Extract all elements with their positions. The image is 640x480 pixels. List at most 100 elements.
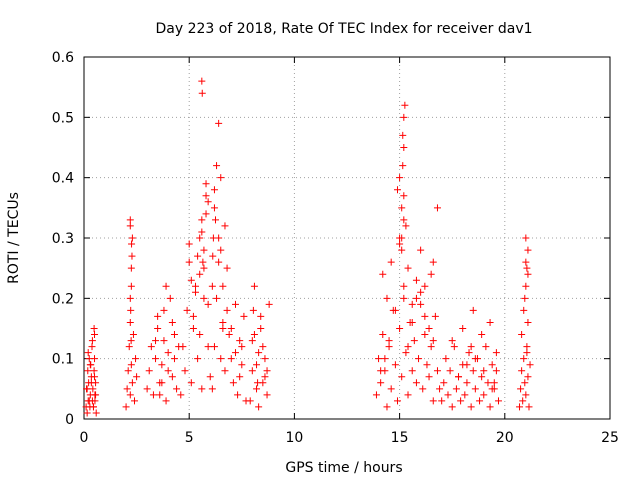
data-point xyxy=(404,343,412,351)
data-point xyxy=(234,391,242,399)
data-point xyxy=(133,373,141,381)
data-point xyxy=(88,337,96,345)
data-point xyxy=(398,204,406,212)
data-point xyxy=(385,343,393,351)
data-point xyxy=(91,355,99,363)
data-point xyxy=(261,355,269,363)
data-point xyxy=(518,331,526,339)
data-point xyxy=(402,222,410,230)
data-point xyxy=(185,258,193,266)
chart-title: Day 223 of 2018, Rate Of TEC Index for r… xyxy=(155,21,532,37)
data-point xyxy=(255,403,263,411)
data-point xyxy=(412,379,420,387)
data-point xyxy=(463,379,471,387)
data-point xyxy=(183,306,191,314)
data-point xyxy=(429,337,437,345)
data-point xyxy=(398,373,406,381)
data-point xyxy=(162,282,170,290)
data-point xyxy=(490,379,498,387)
y-tick-label: 0.4 xyxy=(52,171,74,187)
data-point xyxy=(198,216,206,224)
data-point xyxy=(381,355,389,363)
data-point xyxy=(91,373,99,381)
data-point xyxy=(404,264,412,272)
data-point xyxy=(189,312,197,320)
data-point xyxy=(488,361,496,369)
data-point xyxy=(91,397,99,405)
data-point xyxy=(128,252,136,260)
data-point xyxy=(412,276,420,284)
data-point xyxy=(482,343,490,351)
data-point xyxy=(127,264,135,272)
data-point xyxy=(170,331,178,339)
data-point xyxy=(517,385,525,393)
data-point xyxy=(246,397,254,405)
data-point xyxy=(204,300,212,308)
data-point xyxy=(400,113,408,121)
data-point xyxy=(154,312,162,320)
data-point xyxy=(452,385,460,393)
data-point xyxy=(385,337,393,345)
data-point xyxy=(132,355,140,363)
data-point xyxy=(421,282,429,290)
data-point xyxy=(127,282,135,290)
data-point xyxy=(484,379,492,387)
data-point xyxy=(523,343,531,351)
x-tick-label: 20 xyxy=(496,430,514,446)
data-point xyxy=(221,222,229,230)
data-point xyxy=(92,391,100,399)
data-point xyxy=(202,210,210,218)
data-point xyxy=(467,343,475,351)
data-point xyxy=(187,379,195,387)
data-point xyxy=(463,361,471,369)
data-point xyxy=(158,379,166,387)
data-point xyxy=(255,349,263,357)
data-point xyxy=(402,349,410,357)
data-point xyxy=(522,282,530,290)
data-point xyxy=(257,325,265,332)
data-point xyxy=(128,240,136,248)
data-point xyxy=(372,391,380,399)
data-point xyxy=(248,367,256,375)
data-point xyxy=(192,288,200,296)
data-point xyxy=(87,379,95,387)
data-point xyxy=(196,234,204,242)
data-point xyxy=(396,325,404,332)
data-point xyxy=(149,391,157,399)
data-point xyxy=(210,186,218,194)
data-point xyxy=(90,367,98,375)
data-point xyxy=(160,337,168,345)
data-point xyxy=(410,337,418,345)
y-tick-label: 0 xyxy=(65,412,74,428)
data-point xyxy=(249,306,257,314)
data-point xyxy=(415,355,423,363)
data-point xyxy=(219,325,227,332)
data-point xyxy=(433,367,441,375)
data-point xyxy=(519,397,527,405)
data-point xyxy=(524,373,532,381)
data-point xyxy=(200,264,208,272)
data-point xyxy=(217,246,225,254)
data-point xyxy=(158,361,166,369)
data-point xyxy=(84,349,92,357)
x-tick-label: 10 xyxy=(285,430,303,446)
data-point xyxy=(465,349,473,357)
data-point xyxy=(476,397,484,405)
data-point xyxy=(217,174,225,182)
data-point xyxy=(204,198,212,206)
data-point xyxy=(518,367,526,375)
data-point xyxy=(126,222,134,230)
data-point xyxy=(126,294,134,302)
data-point xyxy=(209,252,217,260)
data-point xyxy=(400,216,408,224)
data-point xyxy=(524,246,532,254)
data-point xyxy=(427,343,435,351)
data-point xyxy=(168,373,176,381)
data-point xyxy=(486,318,494,326)
data-point xyxy=(401,101,409,109)
data-point xyxy=(185,240,193,248)
data-point xyxy=(412,294,420,302)
data-point xyxy=(393,186,401,194)
data-point xyxy=(408,367,416,375)
data-point xyxy=(427,270,435,278)
